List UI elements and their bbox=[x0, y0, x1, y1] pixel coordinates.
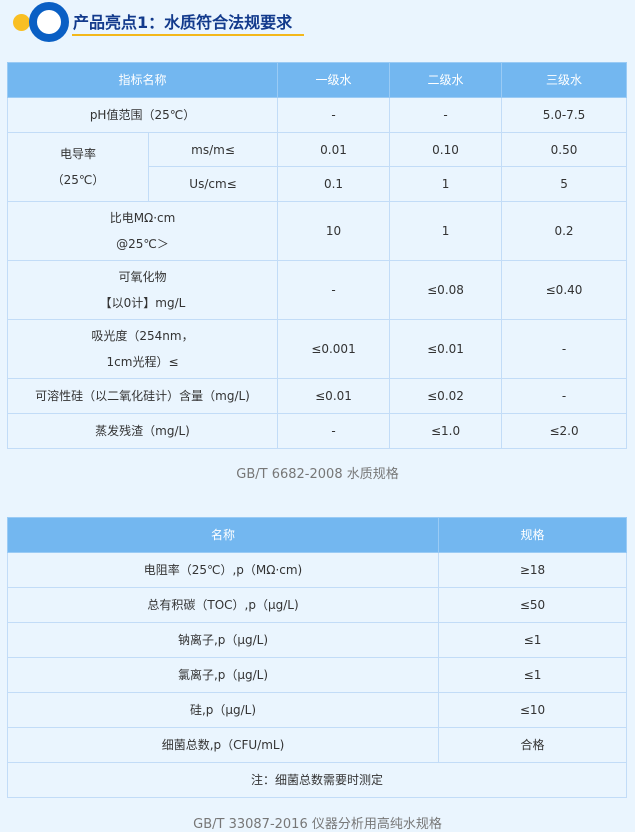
cell: 10 bbox=[277, 201, 391, 261]
row-label: 总有积碳（TOC）,p（μg/L) bbox=[7, 587, 439, 623]
cell: ≥18 bbox=[438, 552, 627, 588]
cell: - bbox=[501, 378, 628, 414]
table1-caption: GB/T 6682-2008 水质规格 bbox=[236, 467, 399, 482]
cell: - bbox=[277, 413, 391, 449]
dot-icon bbox=[13, 14, 30, 31]
cell: ≤10 bbox=[438, 692, 627, 728]
cell: ≤50 bbox=[438, 587, 627, 623]
section-title: 产品亮点1：水质符合法规要求 bbox=[73, 13, 293, 32]
header-cell: 二级水 bbox=[389, 62, 503, 98]
title-underline bbox=[72, 34, 304, 36]
water-quality-table: 指标名称 一级水 二级水 三级水 pH值范围（25℃） - - 5.0-7.5 … bbox=[6, 62, 628, 449]
header-cell: 名称 bbox=[7, 517, 439, 553]
row-label: 硅,p（μg/L) bbox=[7, 692, 439, 728]
row-label: 钠离子,p（μg/L) bbox=[7, 622, 439, 658]
row-label: pH值范围（25℃） bbox=[6, 97, 279, 133]
row-label: 电阻率（25℃）,p（MΩ·cm) bbox=[7, 552, 439, 588]
table2-caption: GB/T 33087-2016 仪器分析用高纯水规格 bbox=[193, 817, 442, 832]
table-row: 可氧化物【以0计】mg/L - ≤0.08 ≤0.40 bbox=[6, 260, 628, 320]
table-row: 总有积碳（TOC）,p（μg/L) ≤50 bbox=[7, 587, 627, 623]
cell: 1 bbox=[389, 201, 503, 261]
table-header-row: 名称 规格 bbox=[7, 517, 627, 553]
header-cell: 一级水 bbox=[277, 62, 391, 98]
unit-cell: ms/m≤ bbox=[147, 132, 279, 167]
unit-cell: Us/cm≤ bbox=[147, 166, 279, 202]
ring-icon bbox=[29, 2, 69, 42]
cell: - bbox=[277, 260, 391, 320]
cell: 0.01 bbox=[277, 132, 391, 167]
cell: 5.0-7.5 bbox=[501, 97, 628, 133]
cell: 5 bbox=[501, 166, 628, 202]
table-note: 注：细菌总数需要时测定 bbox=[7, 762, 627, 798]
cell: ≤0.001 bbox=[277, 319, 391, 379]
label-line: （25℃） bbox=[51, 173, 105, 187]
row-label: 可氧化物【以0计】mg/L bbox=[6, 260, 279, 320]
label-line: 1cm光程）≤ bbox=[106, 355, 179, 369]
header-cell: 指标名称 bbox=[6, 62, 279, 98]
table-row: pH值范围（25℃） - - 5.0-7.5 bbox=[6, 97, 628, 133]
table-row: 比电MΩ·cm @25℃＞ 10 1 0.2 bbox=[6, 201, 628, 261]
cell: 0.10 bbox=[389, 132, 503, 167]
cell: ≤0.01 bbox=[277, 378, 391, 414]
row-label: 氯离子,p（μg/L) bbox=[7, 657, 439, 693]
table-row: 氯离子,p（μg/L) ≤1 bbox=[7, 657, 627, 693]
header-cell: 规格 bbox=[438, 517, 627, 553]
cell: 0.1 bbox=[277, 166, 391, 202]
cell: ≤1 bbox=[438, 622, 627, 658]
cell: ≤1.0 bbox=[389, 413, 503, 449]
label-line: 吸光度（254nm， bbox=[91, 329, 194, 343]
cell: ≤0.08 bbox=[389, 260, 503, 320]
cell: 0.2 bbox=[501, 201, 628, 261]
section-header: 产品亮点1：水质符合法规要求 bbox=[0, 0, 320, 50]
table-header-row: 指标名称 一级水 二级水 三级水 bbox=[6, 62, 628, 98]
cell: ≤0.02 bbox=[389, 378, 503, 414]
row-label: 细菌总数,p（CFU/mL) bbox=[7, 727, 439, 763]
row-label: 吸光度（254nm， 1cm光程）≤ bbox=[6, 319, 279, 379]
cell: 0.50 bbox=[501, 132, 628, 167]
table-row: 电阻率（25℃）,p（MΩ·cm) ≥18 bbox=[7, 552, 627, 588]
table-row: 细菌总数,p（CFU/mL) 合格 bbox=[7, 727, 627, 763]
cell: ≤0.40 bbox=[501, 260, 628, 320]
label-line: @25℃＞ bbox=[116, 237, 169, 251]
cell: - bbox=[501, 319, 628, 379]
label-line: 比电MΩ·cm bbox=[109, 211, 176, 225]
table-row: 硅,p（μg/L) ≤10 bbox=[7, 692, 627, 728]
cell: 合格 bbox=[438, 727, 627, 763]
row-label: 比电MΩ·cm @25℃＞ bbox=[6, 201, 279, 261]
row-label: 蒸发残渣（mg/L) bbox=[6, 413, 279, 449]
table-row: 电导率 （25℃） ms/m≤ 0.01 0.10 0.50 bbox=[7, 132, 628, 202]
cell: - bbox=[277, 97, 391, 133]
table-row: 可溶性硅（以二氧化硅计）含量（mg/L) ≤0.01 ≤0.02 - bbox=[6, 378, 628, 414]
cell: ≤2.0 bbox=[501, 413, 628, 449]
label-line: 【以0计】mg/L bbox=[99, 296, 186, 310]
high-purity-water-table: 名称 规格 电阻率（25℃）,p（MΩ·cm) ≥18 总有积碳（TOC）,p（μ… bbox=[7, 517, 627, 798]
row-label: 电导率 （25℃） bbox=[7, 132, 149, 202]
row-label: 可溶性硅（以二氧化硅计）含量（mg/L) bbox=[6, 378, 279, 414]
label-line: 电导率 bbox=[59, 147, 96, 161]
table-row: 钠离子,p（μg/L) ≤1 bbox=[7, 622, 627, 658]
cell: - bbox=[389, 97, 503, 133]
table-note-row: 注：细菌总数需要时测定 bbox=[7, 762, 627, 798]
header-cell: 三级水 bbox=[501, 62, 628, 98]
table-row: 吸光度（254nm， 1cm光程）≤ ≤0.001 ≤0.01 - bbox=[6, 319, 628, 379]
table-row: 蒸发残渣（mg/L) - ≤1.0 ≤2.0 bbox=[6, 413, 628, 449]
cell: ≤0.01 bbox=[389, 319, 503, 379]
label-line: 可氧化物 bbox=[118, 270, 167, 284]
cell: 1 bbox=[389, 166, 503, 202]
cell: ≤1 bbox=[438, 657, 627, 693]
